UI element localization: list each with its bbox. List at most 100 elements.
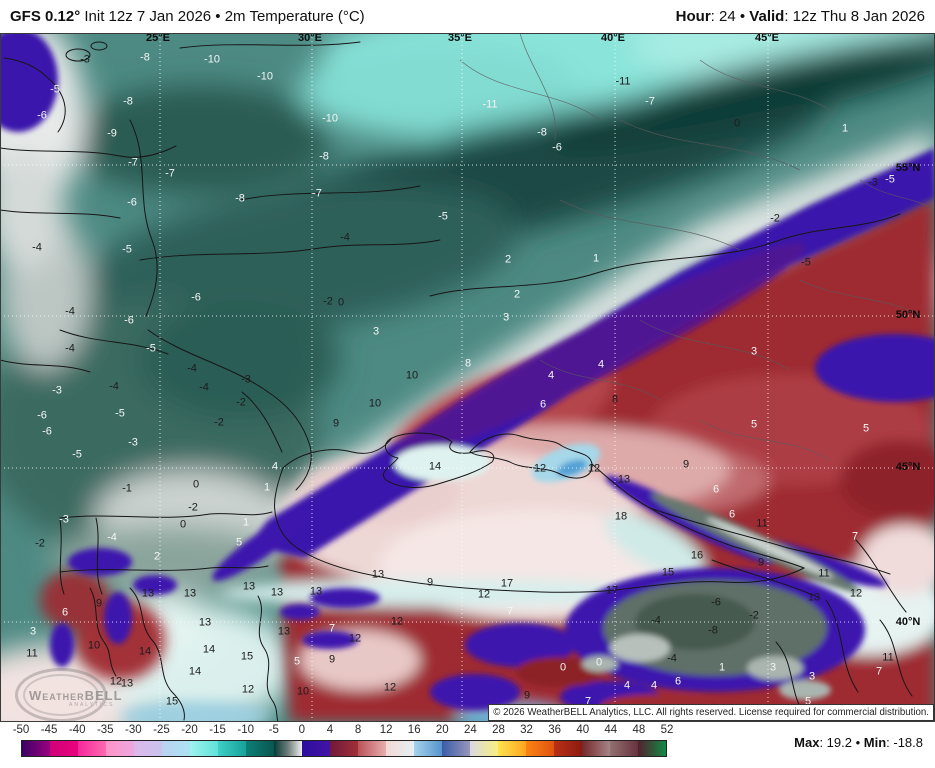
temperature-value-label: 9 (523, 689, 531, 702)
temperature-value-label: -8 (140, 51, 150, 64)
temperature-value-label: -8 (537, 126, 547, 139)
temperature-value-label: 0 (559, 661, 567, 674)
colorbar-tick: 8 (354, 724, 362, 736)
temperature-value-label: -4 (199, 381, 209, 394)
temperature-value-label: 17 (605, 584, 619, 597)
temperature-value-label: -7 (165, 167, 175, 180)
temperature-value-label: -6 (42, 425, 52, 438)
min-label: Min (863, 735, 887, 750)
temperature-value-label: 14 (138, 645, 152, 658)
temperature-value-label: 9 (682, 458, 690, 471)
colorbar-tick-labels: -50 -45 -40 -35 -30 -25 -20 -15 -10 -5 0 4 8 12 16 20 24… (13, 724, 674, 737)
colorbar-tick: -45 (40, 724, 58, 736)
temperature-value-label: 0 (733, 117, 741, 130)
latitude-label: 50°N (895, 309, 921, 321)
temperature-value-label: -2 (214, 416, 224, 429)
temperature-value-label: -10 (204, 53, 220, 66)
temperature-value-label: 9 (757, 556, 765, 569)
temperature-value-label: -3 (868, 176, 878, 189)
temperature-value-label: -2 (749, 609, 759, 622)
temperature-value-label: 1 (592, 252, 600, 265)
temperature-value-label: 6 (728, 508, 736, 521)
colorbar-tick: 40 (576, 724, 590, 736)
latitude-label: 45°N (895, 461, 921, 473)
temperature-value-label: -7 (312, 187, 322, 200)
temperature-value-label: -6 (37, 409, 47, 422)
temperature-value-label: -5 (122, 243, 132, 256)
temperature-value-label: 9 (95, 597, 103, 610)
temperature-value-label: 12 (348, 632, 362, 645)
temperature-value-label: 15 (661, 566, 675, 579)
colorbar-tick: 32 (520, 724, 533, 736)
temperature-value-label: -3 (128, 436, 138, 449)
temperature-value-label: 14 (428, 460, 442, 473)
max-min-readout: Max: 19.2 • Min: -18.8 (794, 735, 923, 750)
temperature-value-label: -10 (322, 112, 338, 125)
temperature-value-label: 10 (405, 369, 419, 382)
latitude-label: 55°N (895, 162, 921, 174)
temperature-value-label: -8 (319, 150, 329, 163)
map-title: GFS 0.12° Init 12z 7 Jan 2026 • 2m Tempe… (10, 8, 365, 25)
temperature-value-label: -2 (770, 212, 780, 225)
longitude-label: 35°E (448, 33, 472, 44)
colorbar-tick: 48 (632, 724, 646, 736)
temperature-value-label: 13 (198, 616, 212, 629)
temperature-value-label: 4 (623, 679, 631, 692)
temperature-value-label: -5 (801, 256, 811, 269)
header: GFS 0.12° Init 12z 7 Jan 2026 • 2m Tempe… (0, 0, 935, 33)
temperature-value-label: 13 (242, 580, 256, 593)
temperature-value-label: 7 (851, 530, 859, 543)
latitude-label: 40°N (895, 616, 921, 628)
temperature-value-label: 9 (328, 653, 336, 666)
temperature-value-label: 7 (328, 622, 336, 635)
temperature-value-label: -4 (65, 342, 75, 355)
temperature-value-label: 0 (192, 478, 200, 491)
colorbar-tick: -40 (68, 724, 86, 736)
temperature-value-label: -11 (615, 75, 631, 88)
temperature-value-label: 10 (296, 685, 310, 698)
temperature-value-label: -4 (107, 531, 117, 544)
temperature-value-label: 7 (875, 665, 883, 678)
hour-value: : 24 (710, 8, 736, 25)
temperature-value-label: 13 (807, 591, 821, 604)
temperature-value-label: 11 (882, 651, 894, 664)
temperature-value-label: -2 (236, 396, 246, 409)
temperature-value-label: 1 (718, 661, 726, 674)
temperature-value-label: -4 (32, 241, 42, 254)
temperature-value-label: 7 (506, 605, 514, 618)
colorbar-tick: -25 (153, 724, 170, 736)
temperature-value-label: -3 (52, 384, 62, 397)
temperature-value-label: 2 (153, 550, 161, 563)
temperature-value-label: -6 (191, 291, 201, 304)
temperature-value-label: -8 (708, 624, 718, 637)
temperature-value-label: 13 (120, 677, 134, 690)
colorbar-tick: -10 (237, 724, 254, 736)
temperature-value-label: -6 (711, 596, 721, 609)
temperature-value-label: 16 (690, 549, 704, 562)
init-info: Init 12z 7 Jan 2026 • 2m Temperature (°C… (80, 8, 365, 25)
temperature-value-label: -4 (667, 652, 677, 665)
temperature-value-label: -4 (65, 305, 75, 318)
temperature-value-label: -2 (35, 537, 45, 550)
temperature-value-label: 11 (756, 517, 768, 530)
temperature-value-label: 6 (712, 483, 720, 496)
temperature-value-label: 3 (808, 670, 816, 683)
temperature-value-label: -6 (37, 109, 47, 122)
temperature-value-label: 5 (804, 695, 812, 708)
temperature-value-label: 13 (141, 587, 155, 600)
temperature-value-label: 3 (750, 345, 758, 358)
temperature-value-label: 6 (539, 398, 547, 411)
header-separator: • (735, 8, 750, 25)
colorbar-tick: 16 (407, 724, 421, 736)
temperature-value-label: -6 (127, 196, 137, 209)
temperature-value-label: 0 (179, 518, 187, 531)
temperature-value-label: -5 (438, 210, 448, 223)
maxmin-separator: • (851, 735, 864, 750)
temperature-value-label: -6 (552, 141, 562, 154)
max-value: : 19.2 (819, 735, 852, 750)
temperature-value-label: 12 (241, 683, 255, 696)
temperature-value-label: -8 (235, 192, 245, 205)
colorbar-tick: 24 (463, 724, 477, 736)
temperature-value-label: 4 (597, 358, 605, 371)
